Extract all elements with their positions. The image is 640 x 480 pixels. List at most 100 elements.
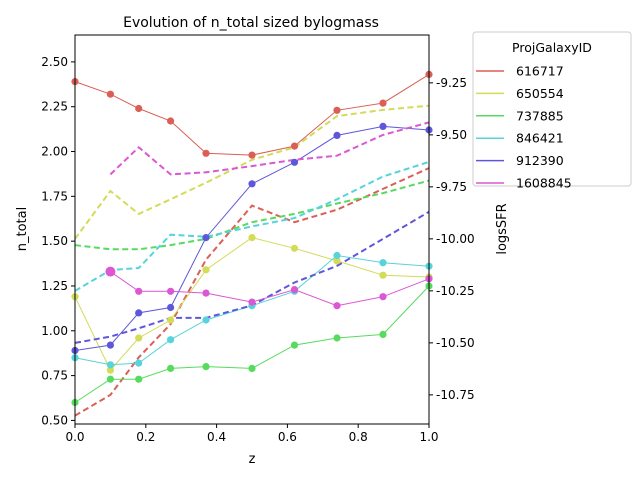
plot-area xyxy=(75,35,429,424)
data-point-912390 xyxy=(248,180,256,188)
data-point-846421 xyxy=(106,361,114,369)
y2-tick-label: -10.00 xyxy=(436,232,475,246)
data-point-1608845 xyxy=(167,287,175,295)
data-point-616717 xyxy=(202,149,210,157)
logssfr-line-1608845 xyxy=(109,121,430,176)
data-point-737885 xyxy=(333,334,341,342)
data-point-1608845 xyxy=(248,298,256,306)
y-tick-label: 0.50 xyxy=(41,413,68,427)
legend-label-737885: 737885 xyxy=(516,108,564,123)
x-tick-label: 0.6 xyxy=(278,430,297,444)
x-tick-label: 0.2 xyxy=(136,430,155,444)
logssfr-line-912390 xyxy=(74,210,430,344)
y-tick-label: 0.75 xyxy=(41,369,68,383)
data-point-846421 xyxy=(167,336,175,344)
data-point-846421 xyxy=(135,359,143,367)
x-axis-label: z xyxy=(249,452,256,467)
data-point-1608845 xyxy=(290,286,299,294)
data-point-650554 xyxy=(333,257,341,265)
data-point-650554 xyxy=(202,266,210,274)
y-tick-label: 1.00 xyxy=(41,324,68,338)
data-point-616717 xyxy=(379,99,387,107)
y-tick-label: 2.00 xyxy=(41,145,68,159)
data-point-737885 xyxy=(290,341,299,349)
data-point-1608845 xyxy=(202,289,210,297)
data-point-1608845 xyxy=(333,302,341,310)
y2-tick-label: -10.75 xyxy=(436,388,475,402)
y2-tick-label: -10.25 xyxy=(436,284,475,298)
data-point-912390 xyxy=(135,309,143,317)
data-point-650554 xyxy=(135,334,143,342)
legend-frame xyxy=(472,31,632,187)
x-tick-label: 0.8 xyxy=(349,430,368,444)
data-point-846421 xyxy=(333,251,341,260)
legend-label-846421: 846421 xyxy=(516,131,564,146)
data-point-616717 xyxy=(167,117,175,125)
data-point-616717 xyxy=(135,104,143,113)
y-tick-label: 2.50 xyxy=(41,55,68,69)
y2-tick-label: -9.25 xyxy=(436,76,467,90)
data-point-912390 xyxy=(106,341,114,349)
y-tick-label: 1.50 xyxy=(41,234,68,248)
data-point-912390 xyxy=(290,158,299,166)
data-point-737885 xyxy=(248,364,256,372)
data-point-1608845 xyxy=(379,293,387,301)
n-total-line-737885 xyxy=(74,285,430,403)
data-point-616717 xyxy=(290,142,299,150)
data-point-737885 xyxy=(167,364,175,372)
x-axis: 0.0 0.2 0.4 0.6 0.8 1.0 xyxy=(65,424,439,444)
data-point-737885 xyxy=(135,375,143,383)
logssfr-line-737885 xyxy=(74,179,430,251)
logssfr-line-650554 xyxy=(74,104,430,240)
data-point-912390 xyxy=(379,122,387,130)
y-axis-label: n_total xyxy=(15,207,30,251)
n-total-line-650554 xyxy=(74,237,430,372)
data-point-650554 xyxy=(106,366,114,374)
y-tick-label: 1.25 xyxy=(41,279,68,293)
logssfr-line-616717 xyxy=(74,167,430,417)
data-point-912390 xyxy=(333,131,341,139)
y2-tick-label: -9.75 xyxy=(436,180,467,194)
y2-axis: -9.25 -9.50 -9.75 -10.00 -10.25 -10.50 -10.75 xyxy=(429,76,475,402)
legend-title: ProjGalaxyID xyxy=(512,40,592,55)
data-point-912390 xyxy=(167,303,175,312)
series-lines xyxy=(74,73,430,417)
data-point-846421 xyxy=(379,259,387,267)
data-point-616717 xyxy=(248,151,256,159)
y2-axis-label: logsSFR xyxy=(495,203,510,254)
n-total-line-912390 xyxy=(74,125,430,351)
y2-tick-label: -9.50 xyxy=(436,128,467,142)
data-point-737885 xyxy=(202,363,210,371)
data-point-616717 xyxy=(333,106,341,114)
logssfr-line-846421 xyxy=(74,160,430,292)
legend-label-650554: 650554 xyxy=(516,86,564,101)
data-point-846421 xyxy=(202,316,210,324)
x-tick-label: 0.4 xyxy=(207,430,226,444)
x-tick-label: 0.0 xyxy=(65,430,84,444)
data-point-650554 xyxy=(379,271,387,279)
data-point-650554 xyxy=(248,234,256,242)
data-point-1608845 xyxy=(135,287,143,295)
data-point-650554 xyxy=(290,244,299,252)
plot-frame xyxy=(74,34,430,425)
y-tick-label: 2.25 xyxy=(41,100,68,114)
legend-label-1608845: 1608845 xyxy=(516,176,572,191)
data-point-650554 xyxy=(167,316,175,324)
y-axis: 0.50 0.75 1.00 1.25 1.50 1.75 2.00 2.25 2.50 xyxy=(41,55,75,427)
y2-tick-label: -10.50 xyxy=(436,336,475,350)
chart-title: Evolution of n_total sized bylogmass xyxy=(123,15,379,31)
legend-items: 616717 650554 737885 846421 912390 1608845 xyxy=(476,64,572,191)
x-tick-label: 1.0 xyxy=(419,430,438,444)
y-tick-label: 1.75 xyxy=(41,189,68,203)
data-point-912390 xyxy=(202,234,210,242)
data-point-1608845 xyxy=(105,266,116,277)
series-markers xyxy=(71,70,433,407)
data-point-616717 xyxy=(106,90,114,98)
n-total-line-846421 xyxy=(74,254,430,366)
n-total-line-616717 xyxy=(74,73,430,156)
legend-label-616717: 616717 xyxy=(516,64,564,79)
data-point-737885 xyxy=(106,375,114,383)
data-point-737885 xyxy=(379,330,387,338)
legend: ProjGalaxyID 616717 650554 737885 846421 912… xyxy=(472,31,632,191)
